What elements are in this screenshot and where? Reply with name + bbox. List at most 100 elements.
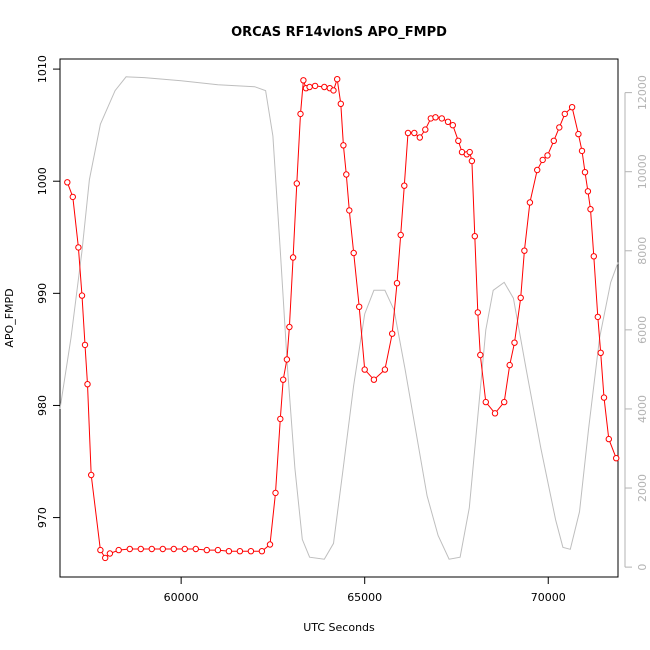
data-point <box>590 253 597 260</box>
data-point <box>115 546 122 554</box>
data-point <box>69 193 77 201</box>
data-point <box>346 207 353 214</box>
data-point <box>300 77 307 84</box>
data-point <box>534 166 541 174</box>
data-point <box>297 110 304 118</box>
data-point <box>97 546 104 554</box>
data-point <box>466 148 473 156</box>
y-tick-label: 980 <box>36 395 49 416</box>
data-point <box>449 122 456 129</box>
data-point <box>311 82 319 90</box>
data-point <box>556 124 563 131</box>
data-point <box>236 548 244 555</box>
data-point <box>587 206 594 213</box>
data-point <box>148 545 156 553</box>
data-point <box>594 313 601 321</box>
y-tick-label: 1000 <box>36 167 49 195</box>
data-point <box>578 147 586 155</box>
data-point <box>477 351 484 359</box>
data-point <box>444 118 452 126</box>
x-tick-label: 70000 <box>531 591 566 604</box>
y2-tick-label: 4000 <box>636 395 649 423</box>
plot-frame <box>59 58 619 578</box>
data-point <box>321 83 328 91</box>
data-point <box>334 76 341 83</box>
data-point <box>511 339 518 346</box>
data-point <box>600 394 608 401</box>
data-point <box>170 545 178 553</box>
data-point <box>337 100 344 108</box>
data-point <box>501 398 508 406</box>
data-point <box>550 137 557 145</box>
data-point <box>544 152 551 159</box>
x-tick-label: 65000 <box>347 591 382 604</box>
data-point <box>203 546 211 554</box>
data-point <box>575 130 582 138</box>
data-point <box>289 254 297 261</box>
y-tick-label: 990 <box>36 283 49 304</box>
data-point <box>381 366 389 373</box>
data-point <box>181 545 189 553</box>
data-point <box>584 188 592 195</box>
data-point <box>613 455 620 462</box>
data-point <box>401 182 408 189</box>
y2-tick-label: 12000 <box>636 75 649 110</box>
data-point <box>247 548 255 555</box>
data-point <box>605 435 612 443</box>
chart-title: ORCAS RF14vlonS APO_FMPD <box>231 25 447 40</box>
data-point <box>561 110 568 118</box>
data-point <box>581 169 589 176</box>
data-point <box>471 233 478 240</box>
data-point <box>491 410 499 417</box>
data-point <box>258 548 266 555</box>
data-point <box>192 545 200 553</box>
y-tick-label: 1010 <box>36 55 49 83</box>
data-point <box>526 199 534 206</box>
y2-tick-label: 10000 <box>636 154 649 189</box>
data-point <box>225 548 233 555</box>
data-point <box>482 398 489 406</box>
data-point <box>306 83 313 91</box>
data-point <box>397 231 404 239</box>
data-point <box>404 129 412 137</box>
data-point <box>432 114 439 121</box>
data-point <box>293 180 300 187</box>
data-point <box>106 550 114 557</box>
data-point <box>277 415 284 423</box>
series-secondary-line <box>59 76 619 560</box>
data-point <box>517 294 524 301</box>
y2-tick-label: 6000 <box>636 316 649 344</box>
data-point <box>84 381 91 388</box>
data-point <box>126 545 134 553</box>
data-point <box>343 171 350 178</box>
data-point <box>539 156 546 164</box>
x-axis: 60000 65000 70000 <box>164 577 566 604</box>
primary-series-path <box>66 79 617 559</box>
y2-tick-label: 8000 <box>636 237 649 265</box>
data-point <box>88 471 95 479</box>
data-point <box>356 303 363 310</box>
data-point <box>266 541 274 548</box>
data-point <box>137 545 145 553</box>
y-axis-label: APO_FMPD <box>3 288 16 347</box>
data-point <box>411 129 418 137</box>
data-point <box>350 249 357 257</box>
data-point <box>438 115 445 122</box>
secondary-series-path <box>59 76 619 560</box>
data-point <box>370 376 378 383</box>
y-tick-label: 970 <box>36 507 49 528</box>
data-point <box>340 142 347 149</box>
y2-tick-label: 0 <box>636 564 649 571</box>
y-axis-left: 970 980 990 1000 1010 <box>36 55 60 528</box>
data-point <box>422 126 429 133</box>
x-axis-label: UTC Seconds <box>303 621 375 634</box>
x-tick-label: 60000 <box>164 591 199 604</box>
data-point <box>521 247 528 254</box>
data-point <box>81 341 89 349</box>
data-point <box>102 554 109 562</box>
data-point <box>393 280 401 287</box>
y-axis-right: 0 2000 4000 6000 8000 10000 12000 <box>624 75 649 571</box>
data-point <box>455 137 462 145</box>
y2-tick-label: 2000 <box>636 474 649 502</box>
